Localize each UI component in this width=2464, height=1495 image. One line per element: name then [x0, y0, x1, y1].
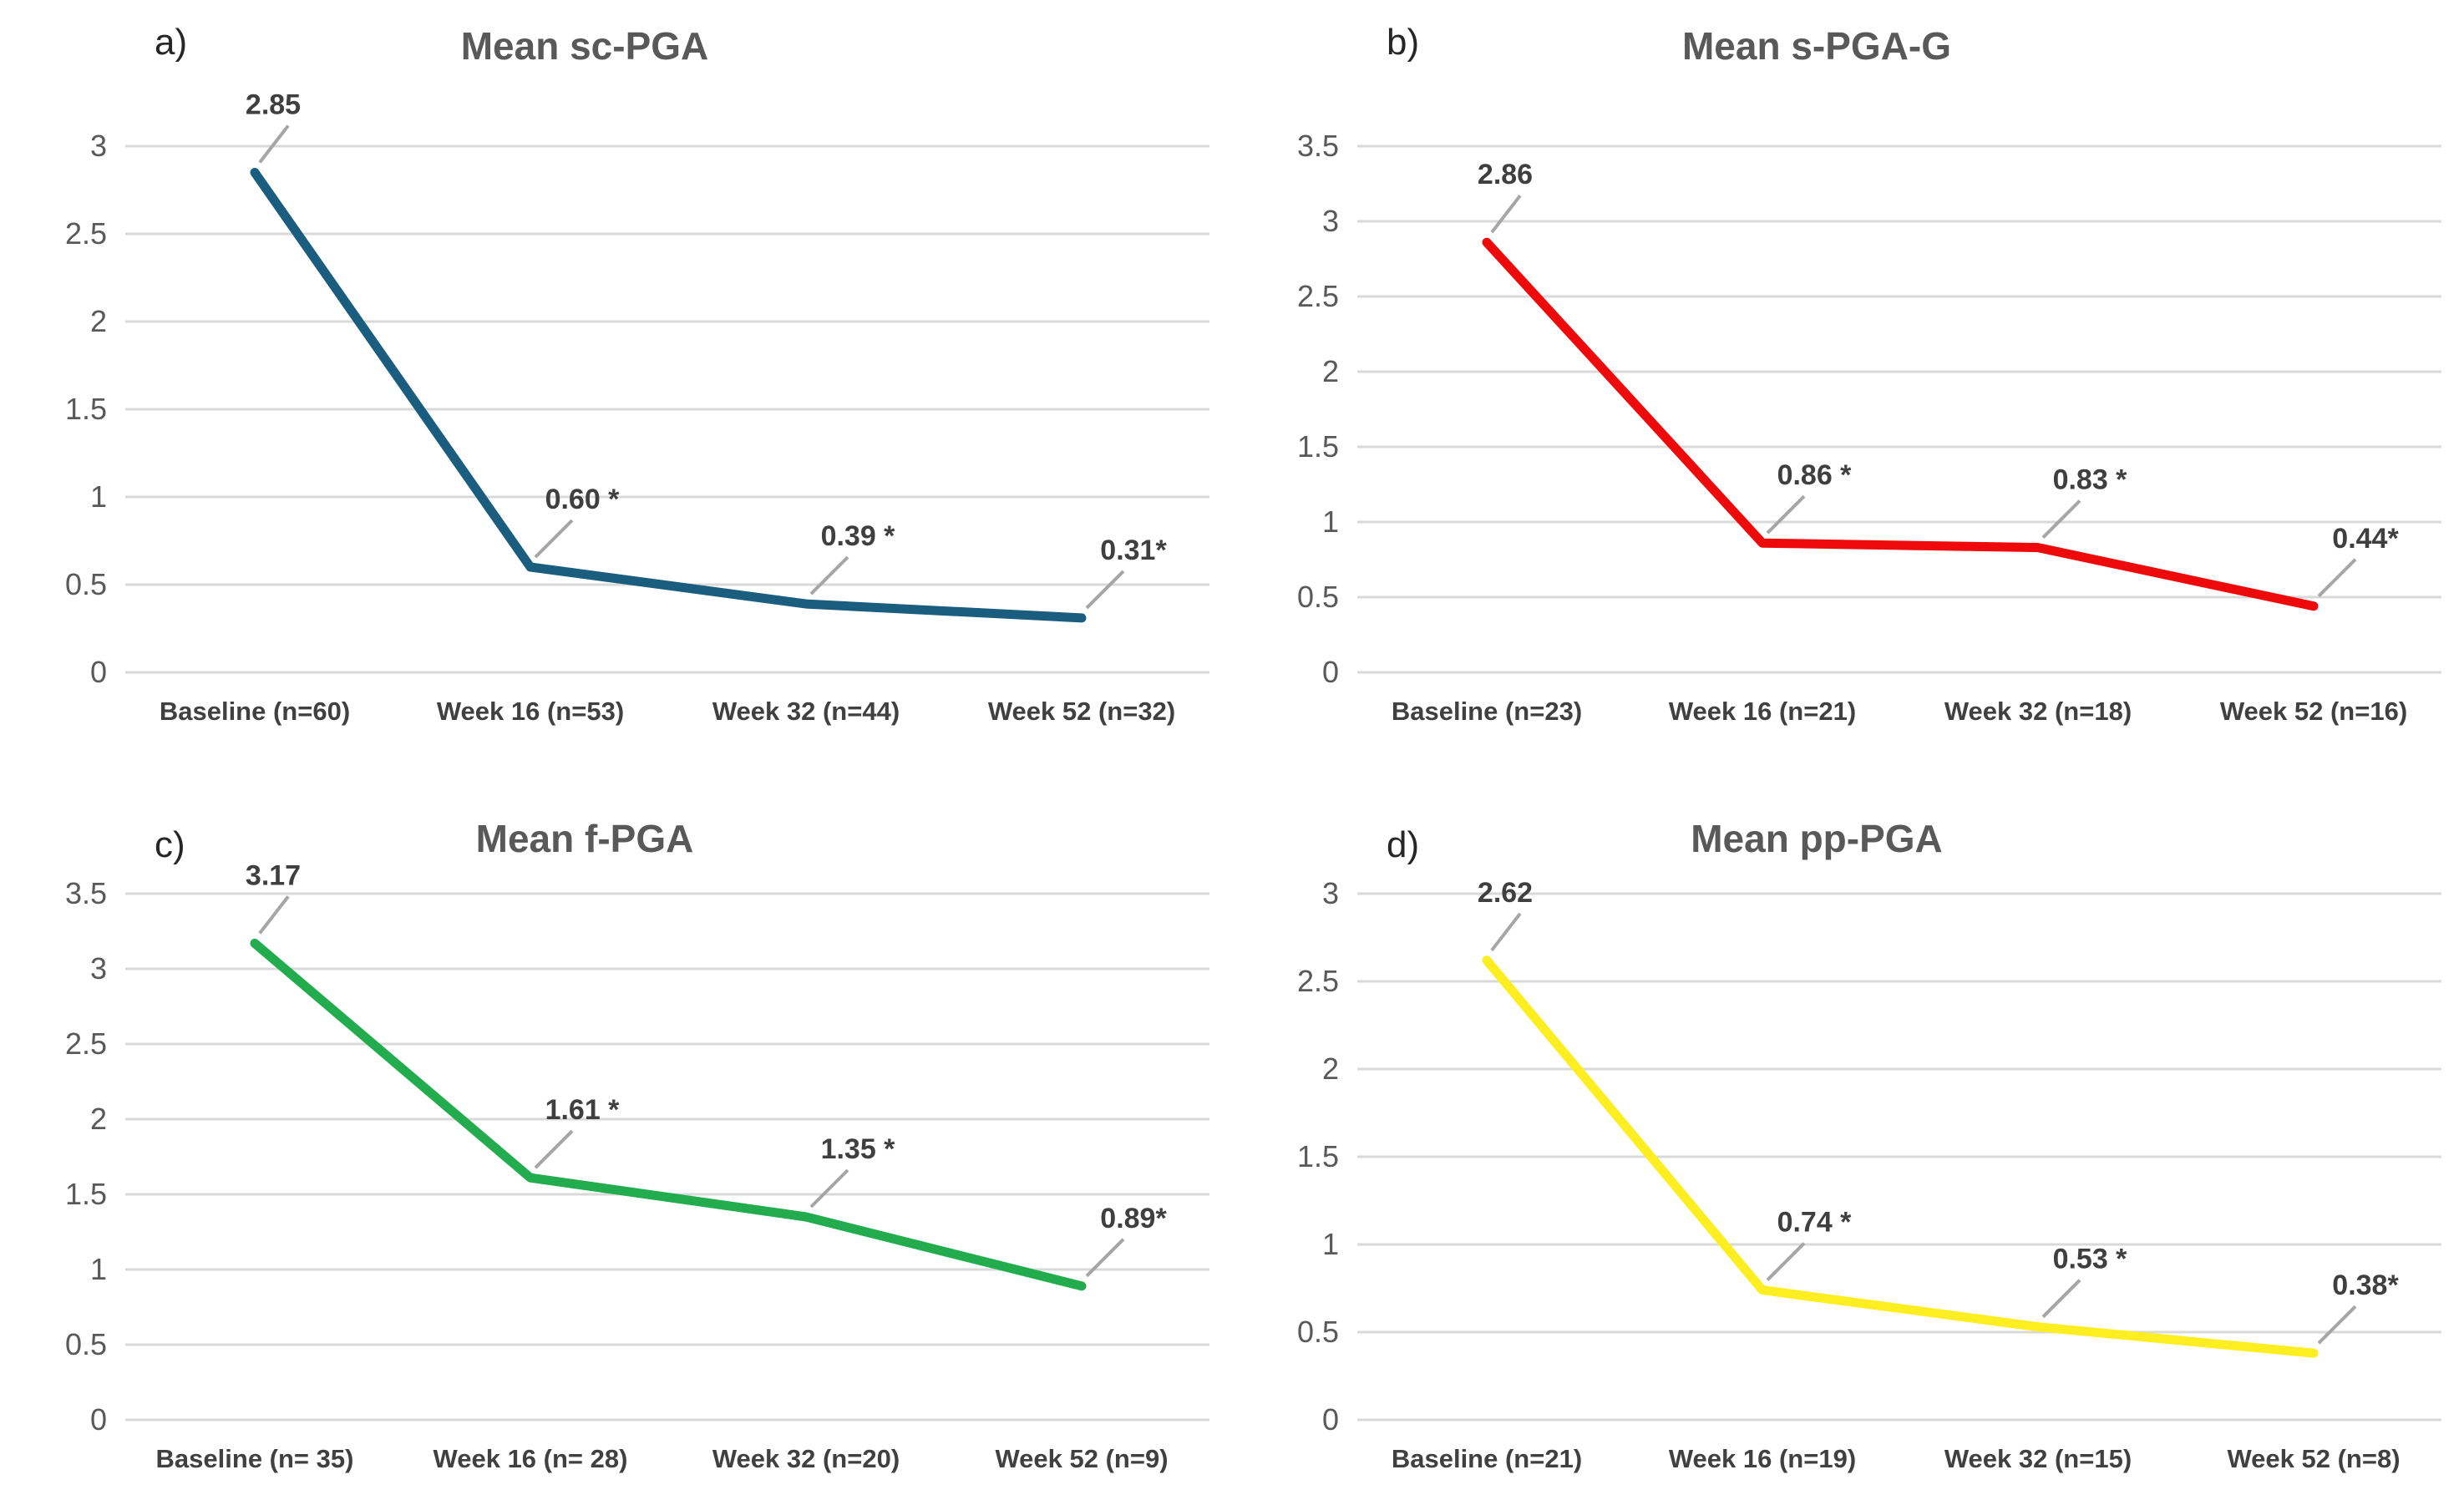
y-tick-label: 3.5	[65, 876, 107, 910]
x-category-label: Week 52 (n=32)	[988, 697, 1175, 726]
y-tick-label: 1.5	[65, 392, 107, 426]
y-tick-label: 1	[1322, 504, 1339, 539]
data-point-label: 1.35 *	[821, 1133, 896, 1165]
leader-line	[258, 895, 290, 935]
y-tick-label: 2.5	[65, 216, 107, 251]
x-category-label: Week 52 (n=16)	[2220, 697, 2407, 726]
y-tick-label: 3	[90, 951, 107, 986]
data-point-label: 0.86 *	[1777, 459, 1853, 491]
leader-line	[1766, 494, 1806, 535]
y-tick-label: 2.5	[1297, 279, 1339, 313]
leader-line	[809, 1168, 849, 1209]
data-point-label: 1.61 *	[545, 1094, 621, 1126]
y-tick-label: 0	[90, 655, 107, 689]
leader-line	[1085, 1238, 1125, 1278]
x-category-label: Week 16 (n=19)	[1669, 1444, 1856, 1473]
data-point-label: 0.31*	[1100, 535, 1167, 566]
data-point-label: 0.60 *	[545, 484, 621, 515]
chart-panel-a: a) Mean sc-PGA 3 2.5 2 1.5 1 0.5 0 Baseline (n=…	[0, 0, 1232, 748]
line-plot: 3.5 3 2.5 2 1.5 1 0.5 0 Baseline (n= 35) Week 16 …	[65, 859, 1209, 1473]
chart-title: Mean pp-PGA	[1691, 817, 1943, 860]
data-line	[1482, 237, 2319, 611]
x-category-label: Baseline (n=21)	[1392, 1444, 1582, 1473]
panel-label: d)	[1387, 824, 1420, 865]
leader-line	[1085, 570, 1125, 610]
leader-line	[2041, 499, 2081, 540]
line-plot: 3.5 3 2.5 2 1.5 1 0.5 0 Baseline (n=23) Week 16 (…	[1297, 129, 2441, 726]
x-category-label: Week 52 (n=9)	[995, 1444, 1168, 1473]
x-category-label: Week 32 (n=15)	[1944, 1444, 2132, 1473]
data-point-label: 2.62	[1478, 877, 1533, 909]
y-tick-label: 0.5	[65, 1327, 107, 1361]
leader-line	[2041, 1279, 2081, 1319]
y-tick-label: 1	[90, 479, 107, 514]
data-point-label: 0.44*	[2332, 523, 2399, 555]
data-point-label: 0.83 *	[2053, 464, 2128, 496]
data-point-label: 3.17	[246, 859, 301, 891]
data-line	[250, 168, 1087, 623]
y-tick-label: 0.5	[65, 567, 107, 601]
y-tick-label: 1	[1322, 1227, 1339, 1261]
line-plot: 3 2.5 2 1.5 1 0.5 0 Baseline (n=60) Week 16 (n=5…	[65, 89, 1209, 726]
y-tick-label: 1	[90, 1252, 107, 1286]
y-tick-label: 0	[1322, 655, 1339, 689]
y-tick-label: 3	[1322, 876, 1339, 910]
y-tick-label: 1.5	[1297, 1139, 1339, 1173]
leader-line	[534, 519, 574, 559]
y-tick-label: 2	[90, 1102, 107, 1136]
x-category-label: Week 32 (n=18)	[1944, 697, 2132, 726]
leader-line	[809, 555, 849, 595]
data-point-label: 2.85	[246, 89, 301, 121]
data-point-label: 0.89*	[1100, 1203, 1167, 1234]
x-category-label: Week 32 (n=44)	[712, 697, 900, 726]
chart-title: Mean f-PGA	[475, 817, 694, 860]
y-tick-label: 3.5	[1297, 129, 1339, 163]
y-tick-label: 2	[90, 304, 107, 338]
data-line	[1482, 955, 2319, 1358]
y-tick-label: 0	[90, 1402, 107, 1437]
x-category-label: Week 16 (n=21)	[1669, 697, 1856, 726]
chart-title: Mean s-PGA-G	[1681, 24, 1952, 68]
leader-line	[534, 1129, 574, 1169]
chart-panel-d: d) Mean pp-PGA 3 2.5 2 1.5 1 0.5 0 Baseline (n=…	[1232, 748, 2464, 1495]
y-tick-label: 2	[1322, 354, 1339, 388]
y-tick-label: 2.5	[65, 1026, 107, 1061]
y-tick-label: 0.5	[1297, 1315, 1339, 1349]
panel-label: a)	[155, 22, 188, 63]
y-tick-label: 3	[1322, 204, 1339, 238]
chart-panel-c: c) Mean f-PGA 3.5 3 2.5 2 1.5 1 0.5 0 Baseline (…	[0, 748, 1232, 1495]
y-tick-label: 2	[1322, 1052, 1339, 1086]
data-line	[250, 938, 1087, 1291]
y-tick-label: 1.5	[65, 1177, 107, 1211]
data-point-label: 0.38*	[2332, 1269, 2399, 1301]
x-category-label: Baseline (n=23)	[1392, 697, 1582, 726]
line-plot: 3 2.5 2 1.5 1 0.5 0 Baseline (n=21) Week 16 (n=1…	[1297, 876, 2441, 1473]
leader-line	[2317, 558, 2357, 598]
x-category-label: Week 16 (n= 28)	[433, 1444, 628, 1473]
leader-line	[1766, 1242, 1806, 1282]
data-point-label: 0.53 *	[2053, 1244, 2128, 1275]
leader-line	[258, 124, 290, 164]
y-tick-label: 0	[1322, 1402, 1339, 1437]
x-category-label: Week 52 (n=8)	[2227, 1444, 2400, 1473]
x-category-label: Baseline (n= 35)	[156, 1444, 354, 1473]
y-tick-label: 1.5	[1297, 429, 1339, 464]
chart-panel-b: b) Mean s-PGA-G 3.5 3 2.5 2 1.5 1 0.5 0 Baseline…	[1232, 0, 2464, 748]
chart-title: Mean sc-PGA	[460, 24, 709, 68]
x-category-label: Baseline (n=60)	[160, 697, 350, 726]
panel-label: c)	[155, 824, 185, 865]
y-tick-label: 0.5	[1297, 580, 1339, 614]
leader-line	[1490, 912, 1522, 952]
leader-line	[1490, 194, 1522, 234]
leader-line	[2317, 1305, 2357, 1345]
data-point-label: 0.74 *	[1777, 1207, 1853, 1239]
y-tick-label: 2.5	[1297, 964, 1339, 998]
data-point-label: 0.39 *	[821, 520, 896, 552]
x-category-label: Week 16 (n=53)	[437, 697, 624, 726]
data-point-label: 2.86	[1478, 159, 1533, 190]
x-category-label: Week 32 (n=20)	[712, 1444, 900, 1473]
panel-label: b)	[1387, 22, 1420, 63]
y-tick-label: 3	[90, 129, 107, 163]
